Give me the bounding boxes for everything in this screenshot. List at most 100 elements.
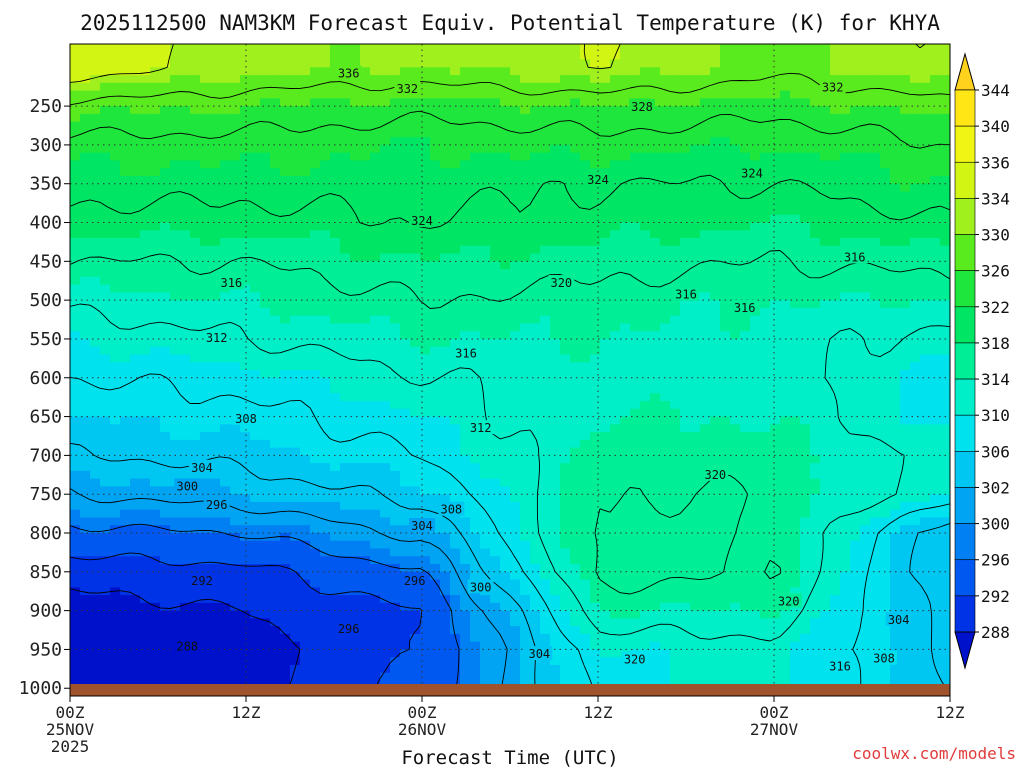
field-cell — [330, 168, 341, 177]
field-cell — [760, 44, 771, 53]
field-cell — [650, 90, 661, 99]
field-cell — [400, 385, 411, 394]
field-cell — [260, 292, 271, 301]
field-cell — [690, 416, 701, 425]
field-cell — [480, 447, 491, 456]
field-cell — [880, 214, 891, 224]
field-cell — [870, 385, 881, 394]
field-cell — [70, 245, 81, 255]
field-cell — [850, 385, 861, 394]
field-cell — [500, 401, 511, 410]
field-cell — [680, 129, 691, 138]
field-cell — [210, 191, 221, 200]
field-cell — [890, 137, 901, 146]
field-cell — [330, 424, 341, 433]
field-cell — [740, 175, 751, 185]
field-cell — [390, 307, 401, 317]
field-cell — [200, 447, 211, 456]
field-cell — [380, 377, 391, 387]
field-cell — [170, 261, 181, 270]
field-cell — [630, 51, 641, 61]
field-cell — [100, 75, 111, 84]
field-cell — [800, 346, 811, 356]
field-cell — [570, 253, 581, 262]
field-cell — [520, 300, 531, 309]
field-cell — [320, 175, 331, 185]
field-cell — [170, 393, 181, 402]
field-cell — [120, 393, 131, 402]
field-cell — [300, 354, 311, 363]
field-cell — [710, 284, 721, 293]
field-cell — [780, 199, 791, 208]
field-cell — [380, 455, 391, 464]
field-cell — [460, 370, 471, 379]
field-cell — [580, 300, 591, 309]
field-cell — [430, 354, 441, 363]
field-cell — [440, 152, 451, 162]
field-cell — [620, 168, 631, 177]
field-cell — [650, 432, 661, 441]
field-cell — [840, 67, 851, 76]
field-cell — [140, 393, 151, 402]
field-cell — [260, 385, 271, 394]
field-cell — [890, 269, 901, 278]
field-cell — [550, 207, 561, 216]
field-cell — [740, 470, 751, 480]
field-cell — [710, 385, 721, 394]
field-cell — [200, 424, 211, 433]
field-cell — [860, 463, 871, 472]
field-cell — [510, 238, 521, 247]
field-cell — [230, 121, 241, 130]
field-cell — [450, 44, 461, 53]
field-cell — [690, 199, 701, 208]
field-cell — [490, 82, 501, 92]
field-cell — [920, 222, 931, 231]
field-cell — [380, 230, 391, 239]
field-cell — [710, 416, 721, 425]
field-cell — [720, 175, 731, 185]
field-cell — [640, 432, 651, 441]
field-cell — [790, 439, 801, 449]
field-cell — [270, 51, 281, 61]
field-cell — [620, 323, 631, 332]
field-cell — [550, 377, 561, 387]
field-cell — [280, 183, 291, 193]
field-cell — [200, 478, 211, 488]
field-cell — [470, 478, 481, 488]
field-cell — [510, 230, 521, 239]
field-cell — [510, 160, 521, 169]
field-cell — [130, 59, 141, 68]
field-cell — [770, 377, 781, 387]
field-cell — [290, 307, 301, 317]
field-cell — [500, 129, 511, 138]
field-cell — [910, 214, 921, 224]
field-cell — [200, 315, 211, 325]
field-cell — [80, 401, 91, 410]
field-cell — [390, 393, 401, 402]
field-cell — [830, 160, 841, 169]
field-cell — [840, 98, 851, 107]
field-cell — [480, 137, 491, 146]
field-cell — [580, 284, 591, 293]
field-cell — [900, 160, 911, 169]
field-cell — [230, 253, 241, 262]
field-cell — [90, 362, 101, 371]
field-cell — [730, 168, 741, 177]
field-cell — [900, 307, 911, 317]
field-cell — [530, 432, 541, 441]
field-cell — [500, 455, 511, 464]
field-cell — [70, 463, 81, 472]
field-cell — [770, 67, 781, 76]
field-cell — [410, 44, 421, 53]
field-cell — [750, 152, 761, 162]
field-cell — [650, 214, 661, 224]
field-cell — [250, 331, 261, 340]
field-cell — [670, 393, 681, 402]
field-cell — [170, 416, 181, 425]
field-cell — [450, 245, 461, 255]
field-cell — [260, 393, 271, 402]
field-cell — [450, 222, 461, 231]
field-cell — [870, 276, 881, 286]
field-cell — [660, 238, 671, 247]
field-cell — [90, 222, 101, 231]
